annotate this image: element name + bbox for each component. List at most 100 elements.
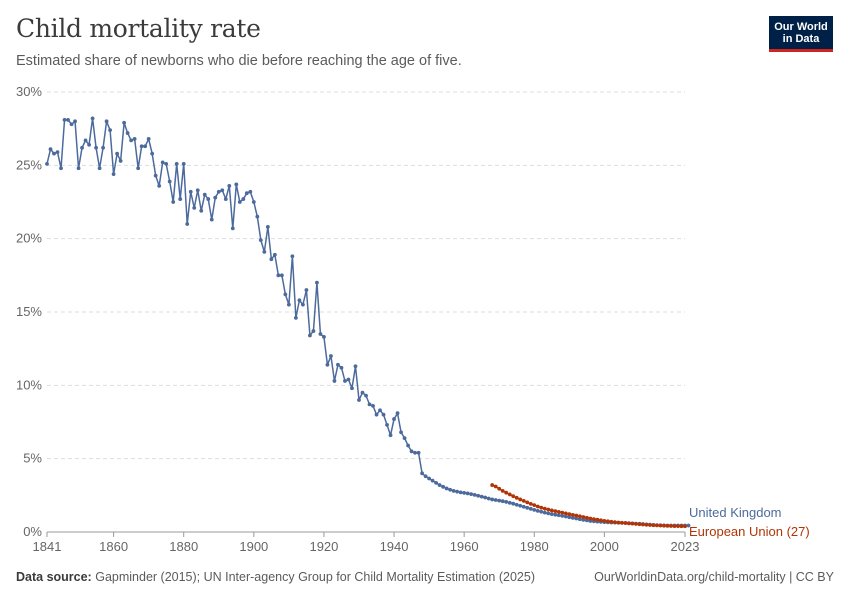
data-point: [528, 506, 533, 511]
data-point: [381, 412, 386, 417]
data-point: [434, 480, 439, 485]
x-tick-label: 1841: [33, 539, 62, 554]
data-point: [430, 478, 435, 483]
data-point: [669, 524, 673, 528]
data-point: [493, 484, 498, 489]
data-point: [388, 433, 393, 438]
data-source-label: Data source:: [16, 570, 92, 584]
data-point: [493, 498, 498, 502]
data-point: [171, 200, 176, 204]
data-point: [97, 166, 102, 171]
license-link[interactable]: OurWorldinData.org/child-mortality | CC …: [594, 570, 834, 584]
data-point: [59, 166, 63, 171]
data-point: [504, 490, 509, 495]
data-point: [136, 166, 141, 171]
data-point: [437, 483, 442, 487]
data-point: [577, 517, 582, 522]
data-point: [553, 509, 558, 514]
data-point: [66, 117, 70, 122]
data-point: [532, 507, 537, 512]
data-point: [641, 522, 645, 527]
data-point: [630, 521, 635, 526]
data-point: [535, 504, 540, 509]
data-point: [525, 500, 530, 505]
data-point: [353, 364, 358, 369]
data-point: [584, 515, 589, 520]
data-point: [90, 116, 95, 121]
data-point: [570, 516, 575, 520]
data-point: [73, 119, 77, 124]
data-point: [395, 411, 400, 416]
data-point: [160, 160, 165, 165]
data-point: [283, 292, 288, 297]
y-tick-label: 25%: [16, 157, 42, 172]
data-point: [206, 197, 211, 201]
data-point: [662, 523, 666, 528]
data-point: [311, 329, 316, 333]
data-point: [62, 117, 67, 122]
data-point: [258, 238, 263, 243]
data-point: [465, 491, 470, 496]
data-point: [227, 183, 232, 188]
data-point: [293, 315, 298, 320]
data-point: [115, 151, 120, 156]
series-united-kingdom: [45, 116, 691, 528]
data-point: [101, 145, 105, 150]
data-point: [563, 514, 568, 519]
data-point: [343, 379, 347, 383]
data-point: [577, 514, 582, 519]
data-point: [413, 450, 417, 455]
data-point: [371, 403, 375, 408]
x-tick-label: 1940: [380, 539, 409, 554]
logo-line-2: in Data: [782, 33, 820, 45]
data-point: [616, 520, 621, 525]
y-tick-label: 0%: [23, 524, 42, 539]
data-point: [385, 423, 389, 427]
data-point: [605, 519, 610, 524]
data-point: [367, 402, 372, 407]
x-tick-label: 1880: [169, 539, 198, 554]
data-point: [108, 128, 112, 133]
data-point: [76, 166, 81, 171]
data-point: [549, 508, 554, 513]
y-tick-label: 20%: [16, 231, 42, 246]
data-point: [521, 504, 526, 509]
data-point: [556, 513, 561, 518]
data-point: [339, 365, 344, 370]
data-point: [308, 333, 312, 338]
data-point: [451, 489, 456, 493]
data-point: [150, 151, 155, 156]
data-point: [518, 497, 523, 502]
data-point: [360, 390, 365, 395]
data-point: [350, 386, 354, 391]
data-point: [181, 161, 186, 166]
data-point: [644, 522, 649, 527]
data-point: [535, 508, 540, 513]
data-point: [251, 200, 256, 204]
data-point: [167, 179, 172, 184]
data-point: [511, 501, 516, 506]
data-point: [444, 486, 449, 491]
data-point: [634, 522, 638, 526]
data-point: [122, 120, 127, 125]
data-point: [118, 159, 123, 163]
data-point: [479, 494, 484, 499]
data-point: [269, 257, 274, 262]
data-point: [627, 521, 631, 526]
data-point: [598, 518, 603, 523]
data-point: [399, 430, 403, 435]
data-point: [125, 131, 130, 135]
data-point: [357, 398, 361, 402]
data-point: [683, 524, 687, 529]
data-point: [265, 225, 270, 229]
data-point: [83, 138, 88, 143]
data-point: [665, 523, 670, 528]
data-point: [104, 119, 109, 124]
data-source: Data source: Gapminder (2015); UN Inter-…: [16, 570, 535, 584]
x-tick-label: 1960: [450, 539, 479, 554]
owid-logo[interactable]: Our World in Data: [769, 16, 833, 52]
data-point: [581, 515, 586, 519]
data-point: [549, 512, 554, 517]
data-point: [192, 205, 197, 210]
data-point: [322, 335, 326, 339]
